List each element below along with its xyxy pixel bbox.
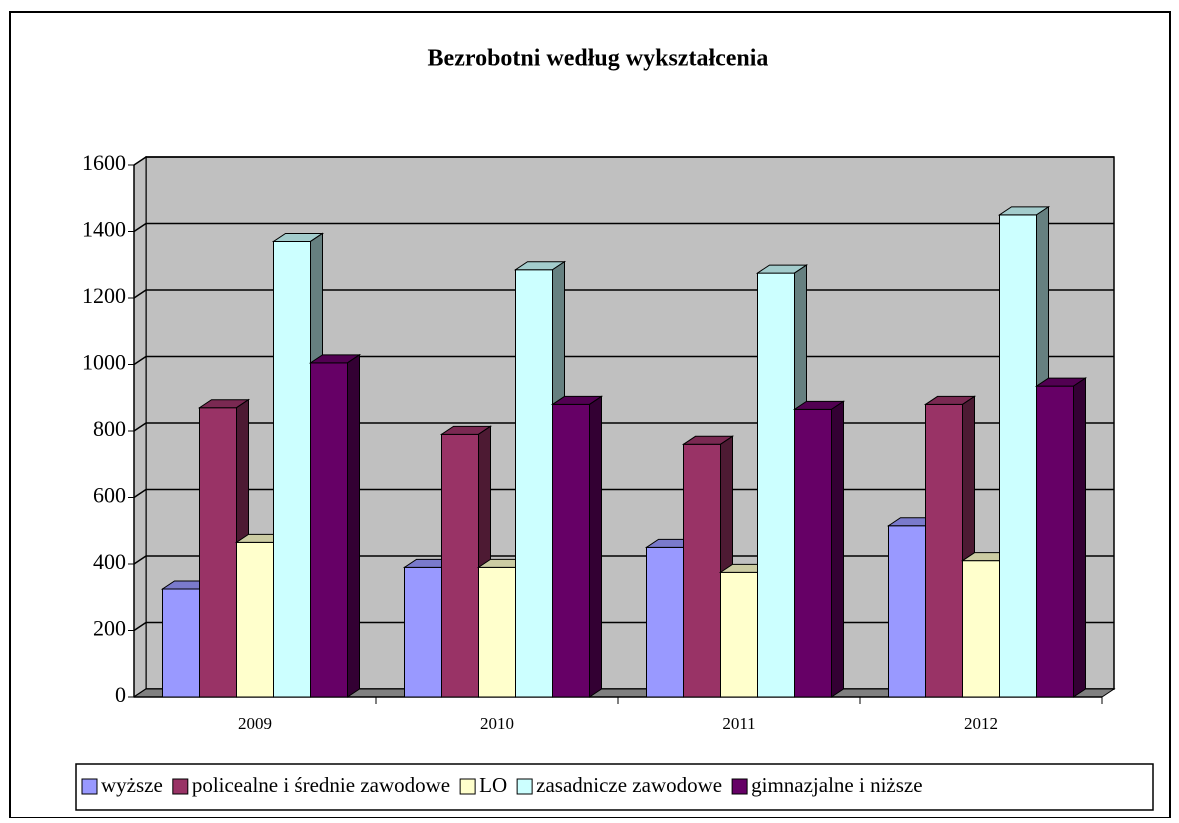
grid-line: [133, 289, 147, 299]
bar-side: [1073, 377, 1086, 698]
bar-side: [831, 400, 844, 698]
grid-line: [133, 222, 147, 233]
x-tick-label: 2009: [238, 714, 272, 733]
bar-front: [404, 566, 442, 698]
legend-label: wyższe: [101, 773, 163, 797]
bar-front: [757, 272, 795, 698]
bar-front: [515, 269, 553, 698]
x-tick-label: 2011: [722, 714, 755, 733]
grid-line: [133, 555, 147, 565]
x-tick-label: 2012: [964, 714, 998, 733]
bar-front: [441, 433, 479, 698]
grid-line: [133, 422, 147, 432]
bar-side: [347, 353, 360, 698]
bar-front: [552, 403, 590, 698]
bar-front: [925, 403, 963, 698]
y-tick-label: 1200: [82, 283, 126, 308]
legend-swatch: [81, 778, 98, 795]
legend-label: zasadnicze zawodowe: [536, 773, 722, 797]
chart-title: Bezrobotni według wykształcenia: [428, 46, 769, 72]
bar-front: [273, 240, 311, 698]
grid-line: [133, 355, 147, 366]
y-tick-label: 800: [93, 416, 126, 441]
legend-label: policealne i średnie zawodowe: [192, 773, 450, 797]
grid-line: [133, 156, 147, 166]
bar-front: [310, 362, 348, 698]
x-tick-label: 2010: [480, 714, 514, 733]
legend-swatch: [516, 778, 533, 795]
y-tick-label: 1400: [82, 217, 126, 242]
legend-swatch: [172, 778, 189, 795]
y-tick-label: 600: [93, 483, 126, 508]
bar-front: [888, 525, 926, 698]
bar-front: [720, 571, 758, 698]
y-tick-label: 1000: [82, 350, 126, 375]
bar-front: [236, 541, 274, 698]
bar-front: [999, 214, 1037, 698]
bar-front: [794, 408, 832, 698]
grid-line: [133, 488, 147, 499]
y-tick-label: 400: [93, 549, 126, 574]
y-tick-label: 1600: [82, 150, 126, 175]
y-tick-label: 200: [93, 616, 126, 641]
legend-swatch: [459, 778, 476, 795]
legend-box: [75, 763, 1154, 811]
bar-front: [478, 566, 516, 698]
bar-side: [589, 395, 602, 698]
legend-swatch: [731, 778, 748, 795]
bar-front: [962, 560, 1000, 698]
grid-line: [133, 621, 147, 632]
legend-label: gimnazjalne i niższe: [751, 773, 922, 797]
bar-front: [199, 407, 237, 698]
bar-front: [646, 546, 684, 698]
bar-front: [683, 443, 721, 698]
legend-label: LO: [479, 773, 507, 797]
bar-front: [162, 588, 200, 698]
y-tick-label: 0: [115, 682, 126, 707]
bar-front: [1036, 385, 1074, 698]
